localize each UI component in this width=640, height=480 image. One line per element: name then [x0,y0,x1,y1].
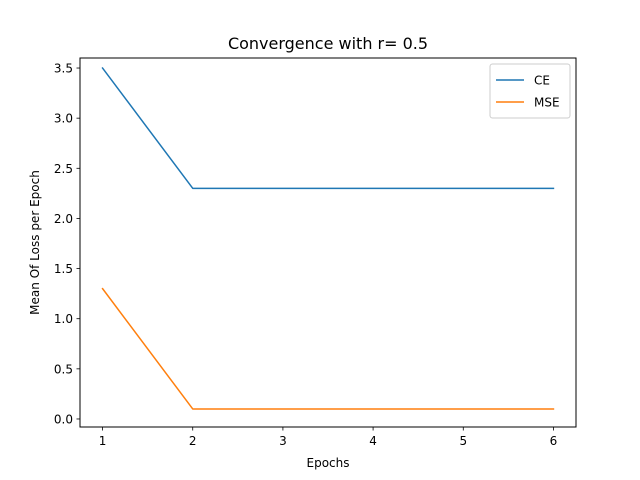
y-axis-label: Mean Of Loss per Epoch [28,170,42,315]
y-axis: 0.0 0.5 1.0 1.5 2.0 2.5 3.0 3.5 [54,62,80,426]
x-tick-label: 3 [279,434,287,448]
series-line-ce [101,66,555,190]
x-axis-label: Epochs [307,456,350,470]
plot-frame [79,57,577,428]
y-tick-label: 3.0 [54,112,73,126]
x-tick-label: 2 [189,434,197,448]
chart-title: Convergence with r= 0.5 [228,34,428,53]
plot-lines [101,66,555,410]
y-tick-label: 1.5 [54,262,73,276]
x-tick-label: 6 [550,434,558,448]
y-tick-label: 2.5 [54,162,73,176]
legend-label-ce: CE [534,74,550,88]
series-line-mse [101,287,555,410]
y-tick-label: 1.0 [54,312,73,326]
x-tick-label: 5 [459,434,467,448]
legend: CE MSE [489,63,571,119]
y-tick-label: 3.5 [54,62,73,76]
x-tick-label: 1 [99,434,107,448]
legend-box [489,63,571,119]
x-tick-label: 4 [369,434,377,448]
x-axis: 1 2 3 4 5 6 [99,427,558,448]
y-tick-label: 2.0 [54,212,73,226]
legend-label-mse: MSE [534,96,560,110]
y-tick-label: 0.0 [54,412,73,426]
y-tick-label: 0.5 [54,362,73,376]
